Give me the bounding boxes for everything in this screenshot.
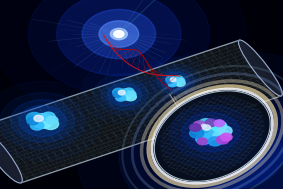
Circle shape xyxy=(198,130,249,164)
Circle shape xyxy=(124,88,134,95)
Circle shape xyxy=(156,95,266,169)
Circle shape xyxy=(216,136,229,144)
Circle shape xyxy=(203,125,211,130)
Circle shape xyxy=(191,122,209,135)
Circle shape xyxy=(191,119,231,146)
Circle shape xyxy=(181,113,240,152)
Ellipse shape xyxy=(154,91,270,181)
Circle shape xyxy=(201,124,206,127)
Circle shape xyxy=(93,74,156,115)
Circle shape xyxy=(31,114,53,128)
Circle shape xyxy=(82,9,156,59)
Circle shape xyxy=(169,77,182,86)
Circle shape xyxy=(26,112,42,123)
Circle shape xyxy=(127,91,136,97)
Circle shape xyxy=(200,125,222,140)
Circle shape xyxy=(211,121,227,131)
Circle shape xyxy=(213,130,230,141)
Circle shape xyxy=(190,124,201,131)
Circle shape xyxy=(30,121,44,130)
Circle shape xyxy=(101,79,148,110)
Circle shape xyxy=(156,69,195,94)
Circle shape xyxy=(118,90,125,95)
Circle shape xyxy=(178,78,185,83)
Circle shape xyxy=(150,64,201,98)
Circle shape xyxy=(42,112,55,121)
Polygon shape xyxy=(0,40,281,183)
Circle shape xyxy=(181,121,283,189)
Circle shape xyxy=(161,72,190,91)
Circle shape xyxy=(190,129,204,138)
Circle shape xyxy=(221,133,232,141)
Circle shape xyxy=(170,105,251,159)
Circle shape xyxy=(153,102,283,189)
Circle shape xyxy=(170,78,176,82)
Circle shape xyxy=(116,94,126,101)
Circle shape xyxy=(119,79,283,189)
Circle shape xyxy=(113,88,125,96)
Circle shape xyxy=(199,119,213,128)
Ellipse shape xyxy=(0,127,22,183)
Circle shape xyxy=(46,116,58,124)
Circle shape xyxy=(133,87,283,189)
Circle shape xyxy=(76,51,283,189)
Circle shape xyxy=(218,126,232,136)
Circle shape xyxy=(208,137,222,146)
Circle shape xyxy=(0,0,246,119)
Circle shape xyxy=(34,115,43,122)
Circle shape xyxy=(214,120,224,127)
Circle shape xyxy=(0,81,102,161)
Circle shape xyxy=(175,80,185,86)
Circle shape xyxy=(166,76,175,83)
Circle shape xyxy=(175,76,183,81)
Circle shape xyxy=(140,57,211,105)
Circle shape xyxy=(205,119,216,127)
Circle shape xyxy=(81,65,168,124)
Circle shape xyxy=(0,93,85,149)
Circle shape xyxy=(57,0,181,76)
Circle shape xyxy=(114,31,124,37)
Circle shape xyxy=(99,21,139,47)
Circle shape xyxy=(161,106,283,189)
Circle shape xyxy=(125,93,136,101)
Circle shape xyxy=(181,119,266,176)
Circle shape xyxy=(113,92,122,97)
Circle shape xyxy=(116,89,133,100)
Circle shape xyxy=(197,138,207,145)
Circle shape xyxy=(110,28,127,40)
Circle shape xyxy=(28,0,209,94)
Ellipse shape xyxy=(239,40,282,96)
Circle shape xyxy=(42,119,59,129)
Circle shape xyxy=(168,81,176,87)
Circle shape xyxy=(196,134,212,144)
Circle shape xyxy=(108,83,142,106)
Circle shape xyxy=(193,121,206,129)
Circle shape xyxy=(10,100,74,142)
Circle shape xyxy=(166,79,173,84)
Circle shape xyxy=(19,105,66,137)
Circle shape xyxy=(27,117,39,125)
